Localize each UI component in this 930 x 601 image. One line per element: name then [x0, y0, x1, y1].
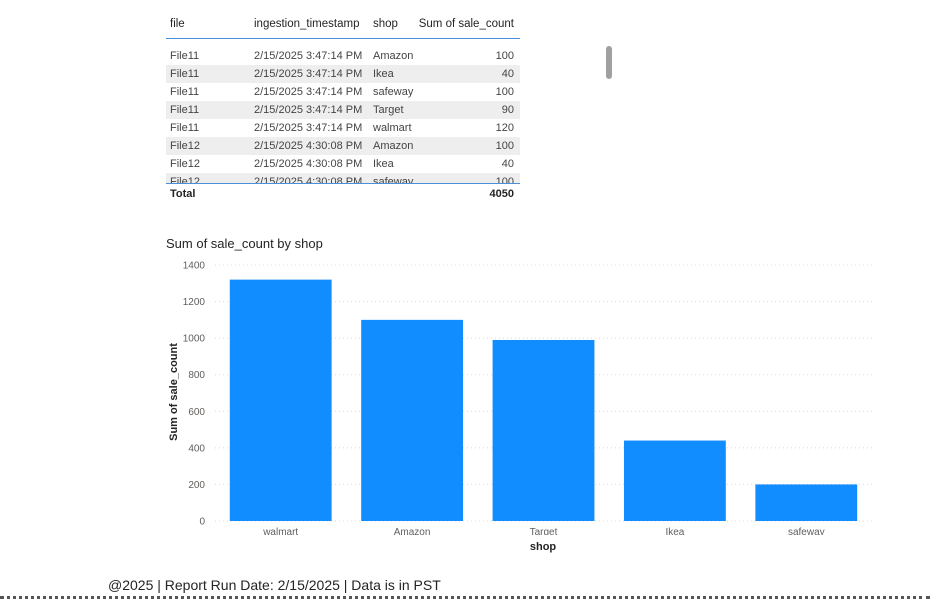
cell-shop: Amazon [373, 50, 414, 62]
table-row[interactable]: File11 2/15/2025 3:47:14 PM Ikea 40 [166, 65, 520, 83]
y-tick-label: 400 [188, 443, 205, 454]
cell-file: File11 [170, 104, 200, 116]
chart-title: Sum of sale_count by shop [166, 236, 323, 251]
y-tick-label: 1400 [183, 261, 206, 272]
cell-file: File11 [170, 122, 200, 134]
cell-shop: safeway [373, 176, 414, 184]
cell-sale-count: 40 [501, 158, 514, 170]
report-footer: @2025 | Report Run Date: 2/15/2025 | Dat… [108, 577, 441, 593]
y-tick-label: 1200 [183, 297, 206, 308]
x-tick-label: Target [530, 527, 558, 535]
cell-sale-count: 100 [495, 86, 514, 98]
y-tick-label: 800 [188, 370, 205, 381]
cell-sale-count: 100 [495, 50, 514, 62]
cell-file: File12 [170, 176, 200, 184]
cell-file: File11 [170, 86, 200, 98]
total-label: Total [170, 188, 196, 200]
column-header-sale-count[interactable]: Sum of sale_count [418, 18, 514, 30]
cell-timestamp: 2/15/2025 3:47:14 PM [254, 50, 363, 62]
table-row[interactable]: File12 2/15/2025 4:30:08 PM safeway 100 [166, 173, 520, 184]
cell-shop: Amazon [373, 140, 414, 152]
sales-table: file ingestion_timestamp shop Sum of sal… [166, 10, 520, 206]
y-tick-label: 0 [199, 517, 205, 528]
table-row[interactable]: File11 2/15/2025 3:47:14 PM Amazon 100 [166, 47, 520, 65]
cell-file: File11 [170, 68, 200, 80]
bar-ikea [623, 440, 726, 521]
y-tick-label: 1000 [183, 334, 206, 345]
cell-sale-count: 100 [495, 176, 514, 184]
table-header: file ingestion_timestamp shop Sum of sal… [166, 16, 520, 34]
table-total-row: Total 4050 [166, 186, 520, 204]
x-axis-title: shop [529, 541, 557, 553]
bar-target [492, 339, 595, 521]
cell-shop: Ikea [373, 158, 394, 170]
cell-shop: walmart [373, 122, 412, 134]
cell-timestamp: 2/15/2025 3:47:14 PM [254, 68, 363, 80]
y-axis-title: Sum of sale_count [168, 343, 180, 441]
cell-shop: Ikea [373, 68, 394, 80]
x-tick-label: Amazon [394, 527, 431, 535]
column-header-shop[interactable]: shop [373, 18, 398, 30]
bar-amazon [361, 319, 464, 521]
cell-file: File12 [170, 158, 200, 170]
table-row[interactable]: File11 2/15/2025 3:47:14 PM safeway 100 [166, 83, 520, 101]
column-header-ingestion-timestamp[interactable]: ingestion_timestamp [254, 18, 360, 30]
table-scrollbar[interactable] [606, 46, 612, 79]
cell-timestamp: 2/15/2025 4:30:08 PM [254, 140, 363, 152]
footer-divider [0, 596, 930, 599]
cell-sale-count: 100 [495, 140, 514, 152]
bar-chart: 0 200 400 600 800 1000 1200 1400 walmart Amazon Ta… [183, 261, 872, 535]
cell-sale-count: 40 [501, 68, 514, 80]
cell-timestamp: 2/15/2025 3:47:14 PM [254, 122, 363, 134]
table-row[interactable]: File12 2/15/2025 4:30:08 PM Ikea 40 [166, 155, 520, 173]
bar-walmart [229, 279, 332, 521]
cell-sale-count: 120 [495, 122, 514, 134]
table-row[interactable]: File11 2/15/2025 3:47:14 PM Target 90 [166, 101, 520, 119]
cell-timestamp: 2/15/2025 4:30:08 PM [254, 176, 363, 184]
x-tick-label: walmart [262, 527, 298, 535]
y-tick-label: 200 [188, 480, 205, 491]
bar-safeway [755, 484, 858, 521]
y-tick-label: 600 [188, 407, 205, 418]
cell-file: File12 [170, 140, 200, 152]
cell-file: File11 [170, 50, 200, 62]
cell-timestamp: 2/15/2025 4:30:08 PM [254, 158, 363, 170]
table-body[interactable]: File11 2/15/2025 3:47:14 PM Amazon 100 F… [166, 38, 520, 184]
cell-timestamp: 2/15/2025 3:47:14 PM [254, 86, 363, 98]
x-tick-label: Ikea [665, 527, 684, 535]
cell-shop: safeway [373, 86, 414, 98]
total-value: 4050 [489, 188, 514, 200]
table-row[interactable]: File11 2/15/2025 3:47:14 PM walmart 120 [166, 119, 520, 137]
x-tick-label: safeway [788, 527, 825, 535]
cell-sale-count: 90 [501, 104, 514, 116]
column-header-file[interactable]: file [170, 18, 185, 30]
table-row[interactable]: File12 2/15/2025 4:30:08 PM Amazon 100 [166, 137, 520, 155]
cell-timestamp: 2/15/2025 3:47:14 PM [254, 104, 363, 116]
cell-shop: Target [373, 104, 404, 116]
